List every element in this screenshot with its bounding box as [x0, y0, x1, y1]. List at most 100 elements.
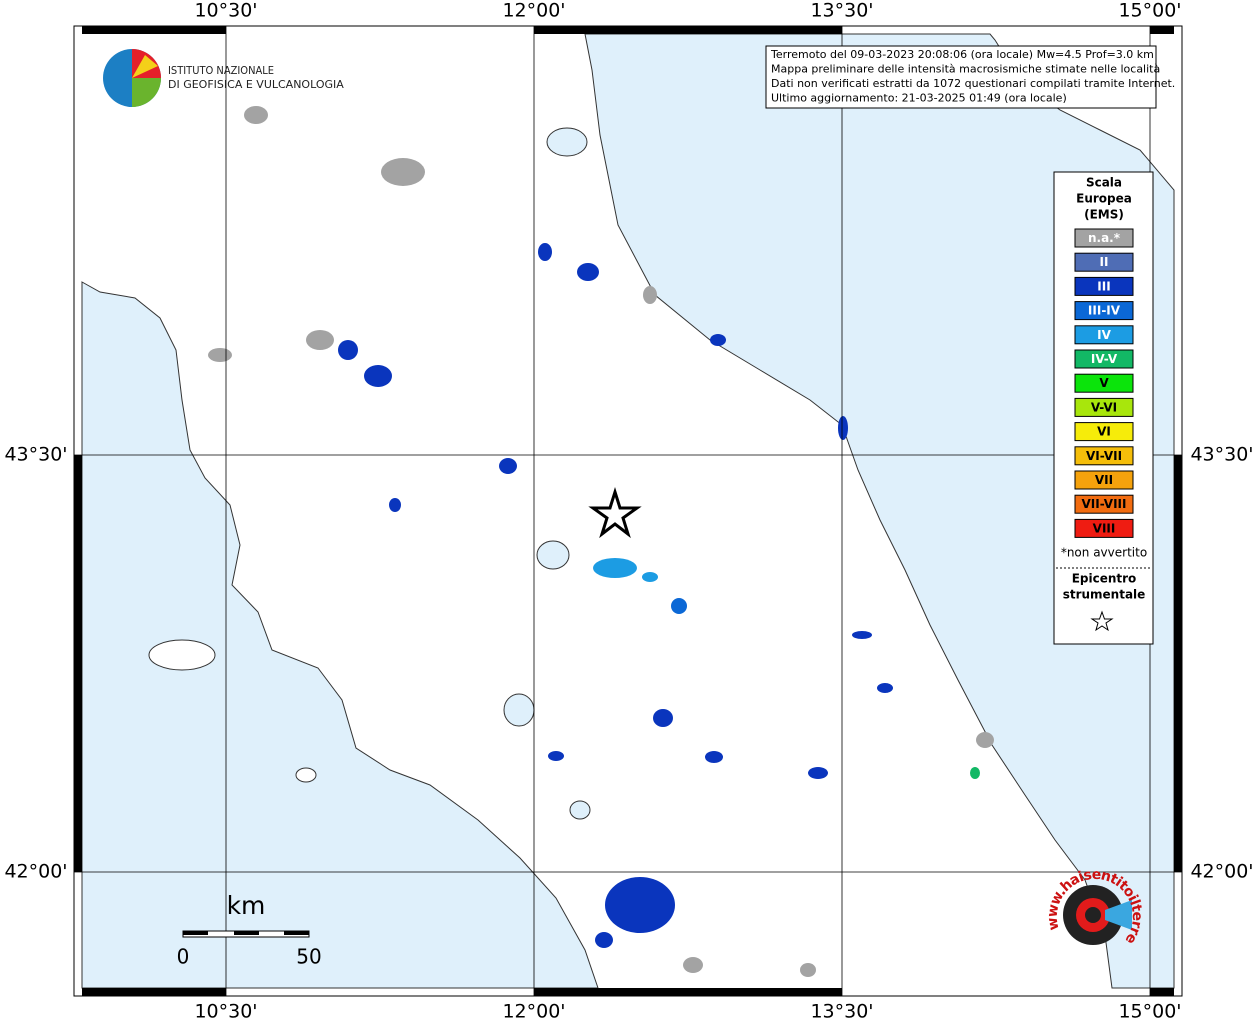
locality — [705, 751, 723, 763]
locality — [244, 106, 268, 124]
locality — [683, 957, 703, 973]
legend-swatch — [1074, 373, 1134, 393]
legend-swatch — [1074, 325, 1134, 345]
legend-label: IV-V — [1091, 352, 1118, 366]
scale-label: 50 — [296, 945, 321, 969]
locality — [605, 877, 675, 933]
legend-label: VII — [1095, 473, 1113, 487]
longitude-label: 13°30' — [810, 0, 873, 22]
latitude-label: 42°00' — [4, 861, 67, 883]
longitude-label: 10°30' — [194, 1001, 257, 1023]
legend-label: VI — [1097, 425, 1111, 439]
legend-epicenter: Epicentro — [1072, 572, 1137, 586]
logo-segment — [132, 55, 158, 78]
legend-swatch — [1074, 276, 1134, 296]
legend-label: VI-VII — [1086, 449, 1122, 463]
legend-note: *non avvertito — [1061, 546, 1147, 560]
institute-name: DI GEOFISICA E VULCANOLOGIA — [168, 78, 344, 91]
lagoon — [546, 127, 588, 157]
locality — [976, 732, 994, 748]
info-box — [765, 45, 1157, 109]
border-segment — [1174, 455, 1182, 872]
border-segment — [534, 26, 842, 34]
scale-bar: km 0 50 — [177, 891, 322, 969]
lake-trasimeno — [536, 540, 570, 570]
locality — [208, 348, 232, 362]
scale-bar-segment — [284, 931, 309, 935]
latitude-label: 43°30' — [1190, 444, 1253, 466]
border-segment — [82, 988, 226, 996]
epicenter-star — [588, 486, 642, 539]
info-text: Terremoto del 09-03-2023 20:08:06 (ora l… — [770, 48, 1175, 105]
institute-name: ISTITUTO NAZIONALE — [168, 64, 274, 77]
ingv-logo: ISTITUTO NAZIONALE DI GEOFISICA E VULCAN… — [103, 49, 344, 107]
legend-label: V — [1099, 376, 1109, 390]
logo-horn — [1105, 900, 1132, 930]
tyrrhenian-sea — [81, 281, 599, 989]
locality — [306, 330, 334, 350]
longitude-label: 12°00' — [502, 0, 565, 22]
legend-label: IV — [1097, 328, 1111, 342]
legend-swatch — [1074, 494, 1134, 514]
locality — [970, 767, 980, 779]
legend-swatch — [1074, 422, 1134, 442]
locality — [710, 334, 726, 346]
legend-label: II — [1100, 255, 1109, 269]
locality — [808, 767, 828, 779]
lake-bracciano — [569, 800, 591, 820]
locality — [852, 631, 872, 639]
info-line: Dati non verificati estratti da 1072 que… — [771, 77, 1175, 90]
border-segment — [1150, 26, 1174, 34]
locality — [653, 709, 673, 727]
logo-circle — [1085, 907, 1101, 923]
longitude-label: 15°00' — [1118, 0, 1181, 22]
legend-swatch — [1074, 252, 1134, 272]
locality — [389, 498, 401, 512]
locality — [338, 340, 358, 360]
elba-island — [148, 639, 216, 671]
legend-swatch — [1074, 349, 1134, 369]
locality — [642, 572, 658, 582]
locality — [595, 932, 613, 948]
legend-swatch — [1074, 228, 1134, 248]
locality — [577, 263, 599, 281]
info-line: Ultimo aggiornamento: 21-03-2025 01:49 (… — [771, 92, 1067, 105]
border-segment — [1150, 988, 1174, 996]
locality — [593, 558, 637, 578]
legend-star — [1090, 610, 1114, 632]
info-line: Mappa preliminare delle intensità macros… — [771, 63, 1160, 76]
island — [295, 767, 317, 783]
latitude-label: 42°00' — [1190, 861, 1253, 883]
longitude-label: 10°30' — [194, 0, 257, 22]
lake-bolsena — [503, 693, 535, 727]
locality — [877, 683, 893, 693]
localities — [208, 106, 994, 977]
border-segment — [82, 26, 226, 34]
legend-label: III-IV — [1088, 304, 1121, 318]
legend-label: n.a.* — [1088, 231, 1121, 245]
legend-swatch — [1074, 301, 1134, 321]
legend-epicenter: strumentale — [1063, 588, 1146, 602]
legend-swatch — [1074, 446, 1134, 466]
border-segment — [534, 988, 842, 996]
locality — [538, 243, 552, 261]
legend-title: Europea — [1076, 192, 1132, 206]
locality — [838, 416, 848, 440]
locality — [364, 365, 392, 387]
logo-segment — [132, 78, 161, 107]
legend-title: (EMS) — [1084, 208, 1124, 222]
locality — [548, 751, 564, 761]
legend-swatch — [1074, 470, 1134, 490]
legend-title: Scala — [1086, 176, 1122, 190]
locality — [381, 158, 425, 186]
longitude-label: 12°00' — [502, 1001, 565, 1023]
locality — [800, 963, 816, 977]
legend-label: III — [1097, 279, 1110, 293]
legend-label: V-VI — [1091, 400, 1117, 414]
info-line: Terremoto del 09-03-2023 20:08:06 (ora l… — [770, 48, 1154, 61]
scale-label: 0 — [177, 945, 190, 969]
locality — [643, 286, 657, 304]
locality — [499, 458, 517, 474]
